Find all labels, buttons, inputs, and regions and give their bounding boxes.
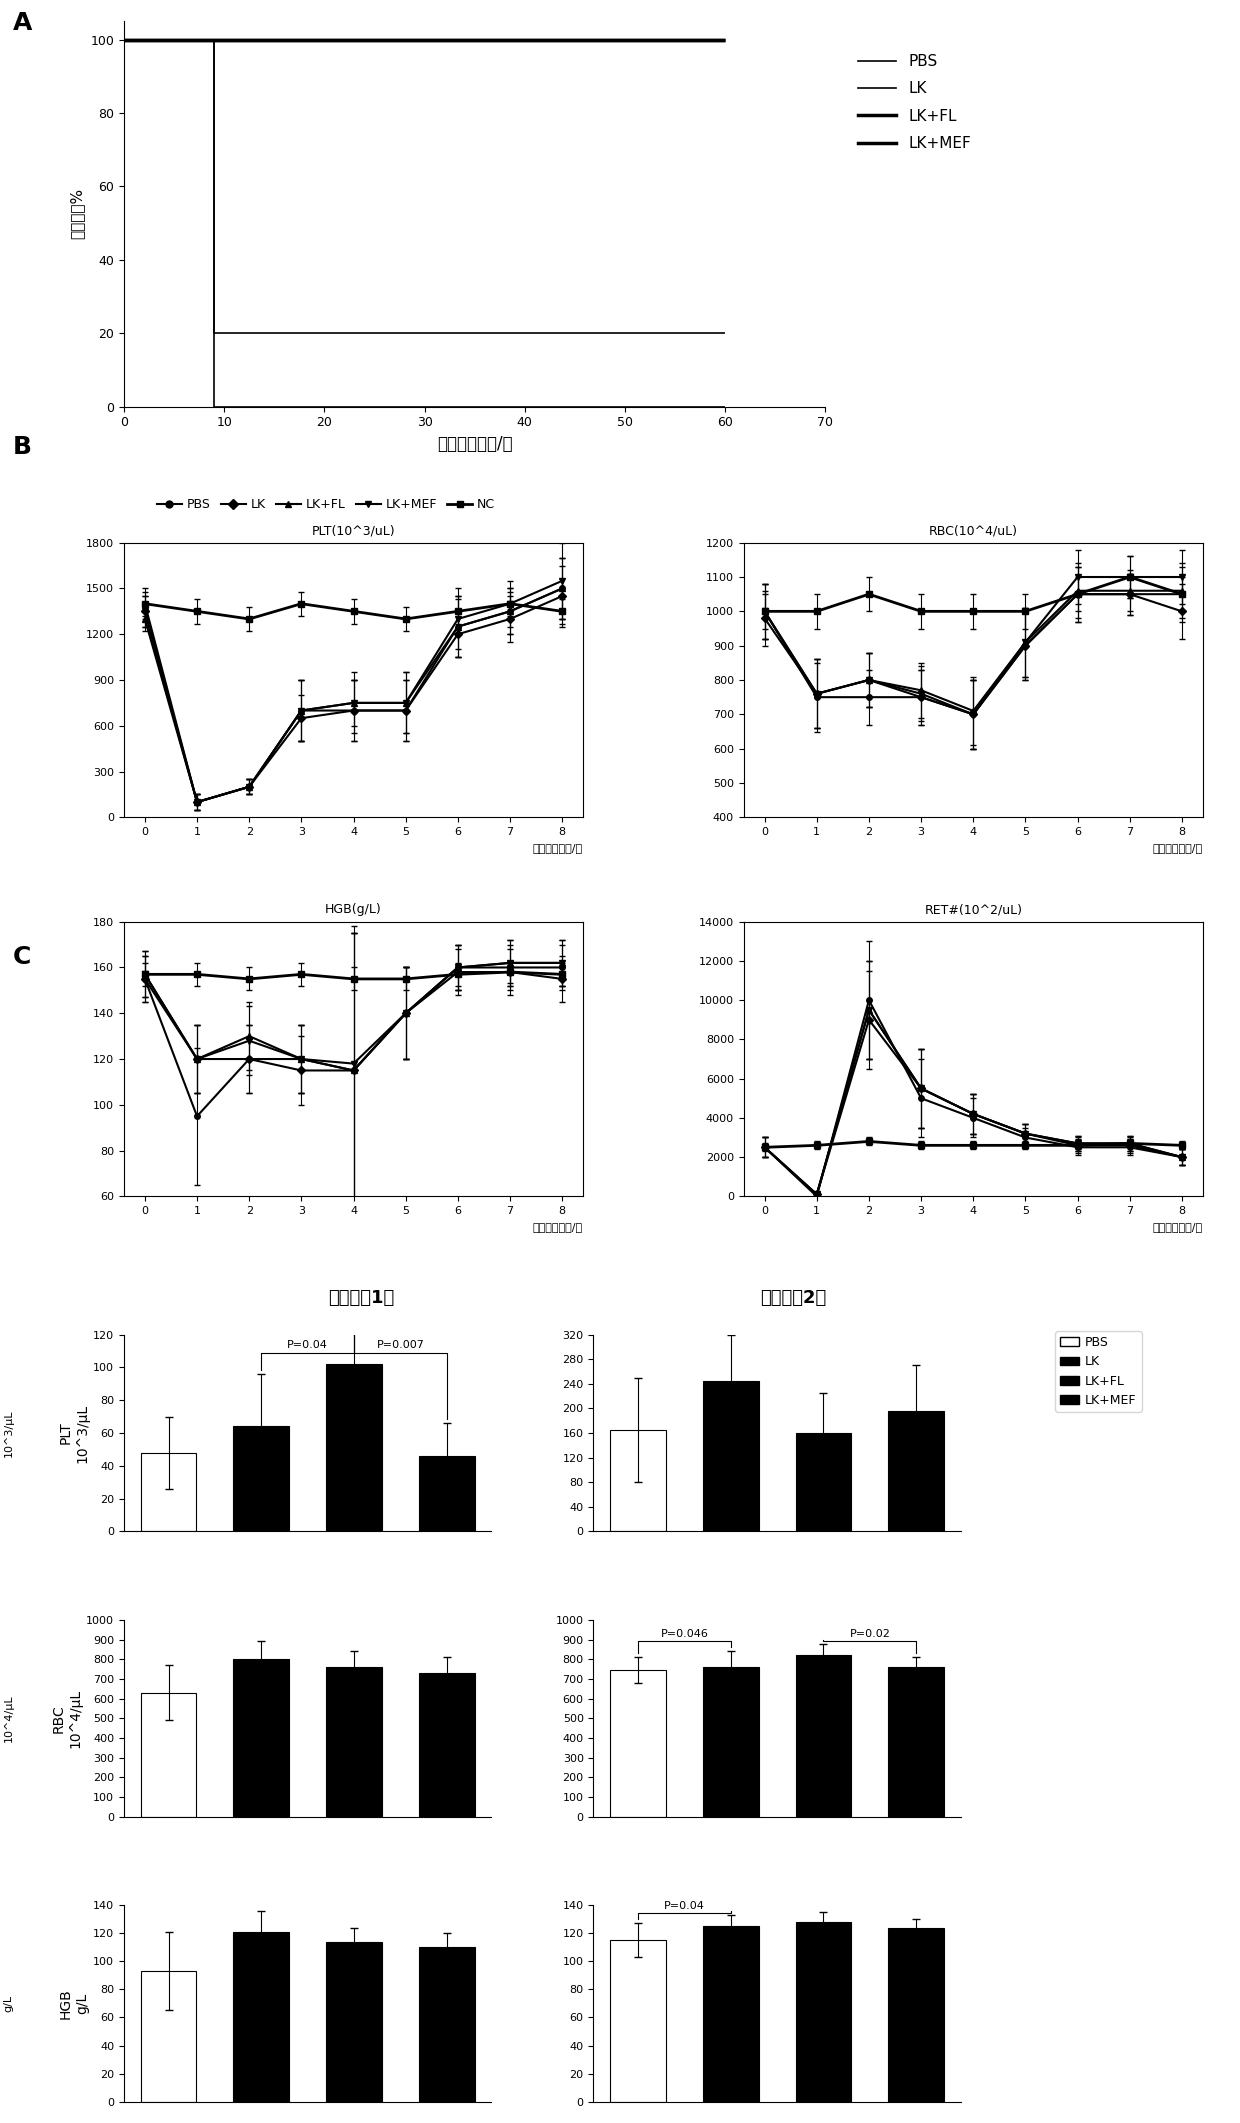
Bar [326, 1943, 382, 2102]
Bar [796, 1921, 852, 2102]
Text: P=0.02: P=0.02 [849, 1628, 890, 1639]
Bar [140, 1692, 196, 1817]
Bar [703, 1667, 759, 1817]
Bar [419, 1947, 475, 2102]
Legend: PBS, LK, LK+FL, LK+MEF: PBS, LK, LK+FL, LK+MEF [852, 49, 977, 157]
X-axis label: 移植后时间：/天: 移植后时间：/天 [436, 435, 512, 452]
Y-axis label: PLT
10^3/μL: PLT 10^3/μL [58, 1403, 89, 1463]
X-axis label: 移植后时间：/周: 移植后时间：/周 [1153, 1221, 1203, 1231]
Text: A: A [12, 11, 32, 34]
Bar [796, 1433, 852, 1531]
Bar [140, 1452, 196, 1531]
Text: 移植后第2周: 移植后第2周 [760, 1289, 826, 1308]
Y-axis label: 生存率：%: 生存率：% [69, 189, 84, 240]
Title: PLT(10^3/uL): PLT(10^3/uL) [311, 524, 396, 537]
X-axis label: 移植后时间：/周: 移植后时间：/周 [533, 1221, 583, 1231]
Title: RET#(10^2/uL): RET#(10^2/uL) [924, 904, 1022, 917]
Text: P=0.046: P=0.046 [661, 1628, 708, 1639]
Bar [610, 1940, 666, 2102]
Text: P=0.04: P=0.04 [288, 1340, 329, 1350]
Bar [703, 1380, 759, 1531]
Bar [888, 1412, 944, 1531]
X-axis label: 移植后时间：/周: 移植后时间：/周 [533, 843, 583, 853]
Bar [140, 1970, 196, 2102]
Title: HGB(g/L): HGB(g/L) [325, 904, 382, 917]
Text: g/L: g/L [4, 1996, 14, 2013]
Bar [610, 1671, 666, 1817]
Legend: PBS, LK, LK+FL, LK+MEF: PBS, LK, LK+FL, LK+MEF [1055, 1331, 1142, 1412]
Title: RBC(10^4/uL): RBC(10^4/uL) [929, 524, 1018, 537]
Text: C: C [12, 945, 31, 968]
Text: 10^3/μL: 10^3/μL [4, 1410, 14, 1456]
X-axis label: 移植后时间：/周: 移植后时间：/周 [1153, 843, 1203, 853]
Y-axis label: HGB
g/L: HGB g/L [58, 1987, 89, 2019]
Bar [233, 1932, 289, 2102]
Bar [326, 1667, 382, 1817]
Bar [419, 1673, 475, 1817]
Bar [796, 1656, 852, 1817]
Bar [888, 1667, 944, 1817]
Text: P=0.04: P=0.04 [663, 1900, 704, 1911]
Text: B: B [12, 435, 31, 459]
Legend: PBS, LK, LK+FL, LK+MEF, NC: PBS, LK, LK+FL, LK+MEF, NC [151, 493, 500, 516]
Text: P=0.007: P=0.007 [377, 1340, 424, 1350]
Bar [233, 1660, 289, 1817]
Bar [233, 1427, 289, 1531]
Bar [888, 1928, 944, 2102]
Bar [703, 1926, 759, 2102]
Bar [610, 1431, 666, 1531]
Y-axis label: RBC
10^4/μL: RBC 10^4/μL [52, 1688, 82, 1747]
Text: 移植后第1周: 移植后第1周 [329, 1289, 394, 1308]
Bar [326, 1365, 382, 1531]
Bar [419, 1456, 475, 1531]
Text: 10^4/μL: 10^4/μL [4, 1694, 14, 1743]
